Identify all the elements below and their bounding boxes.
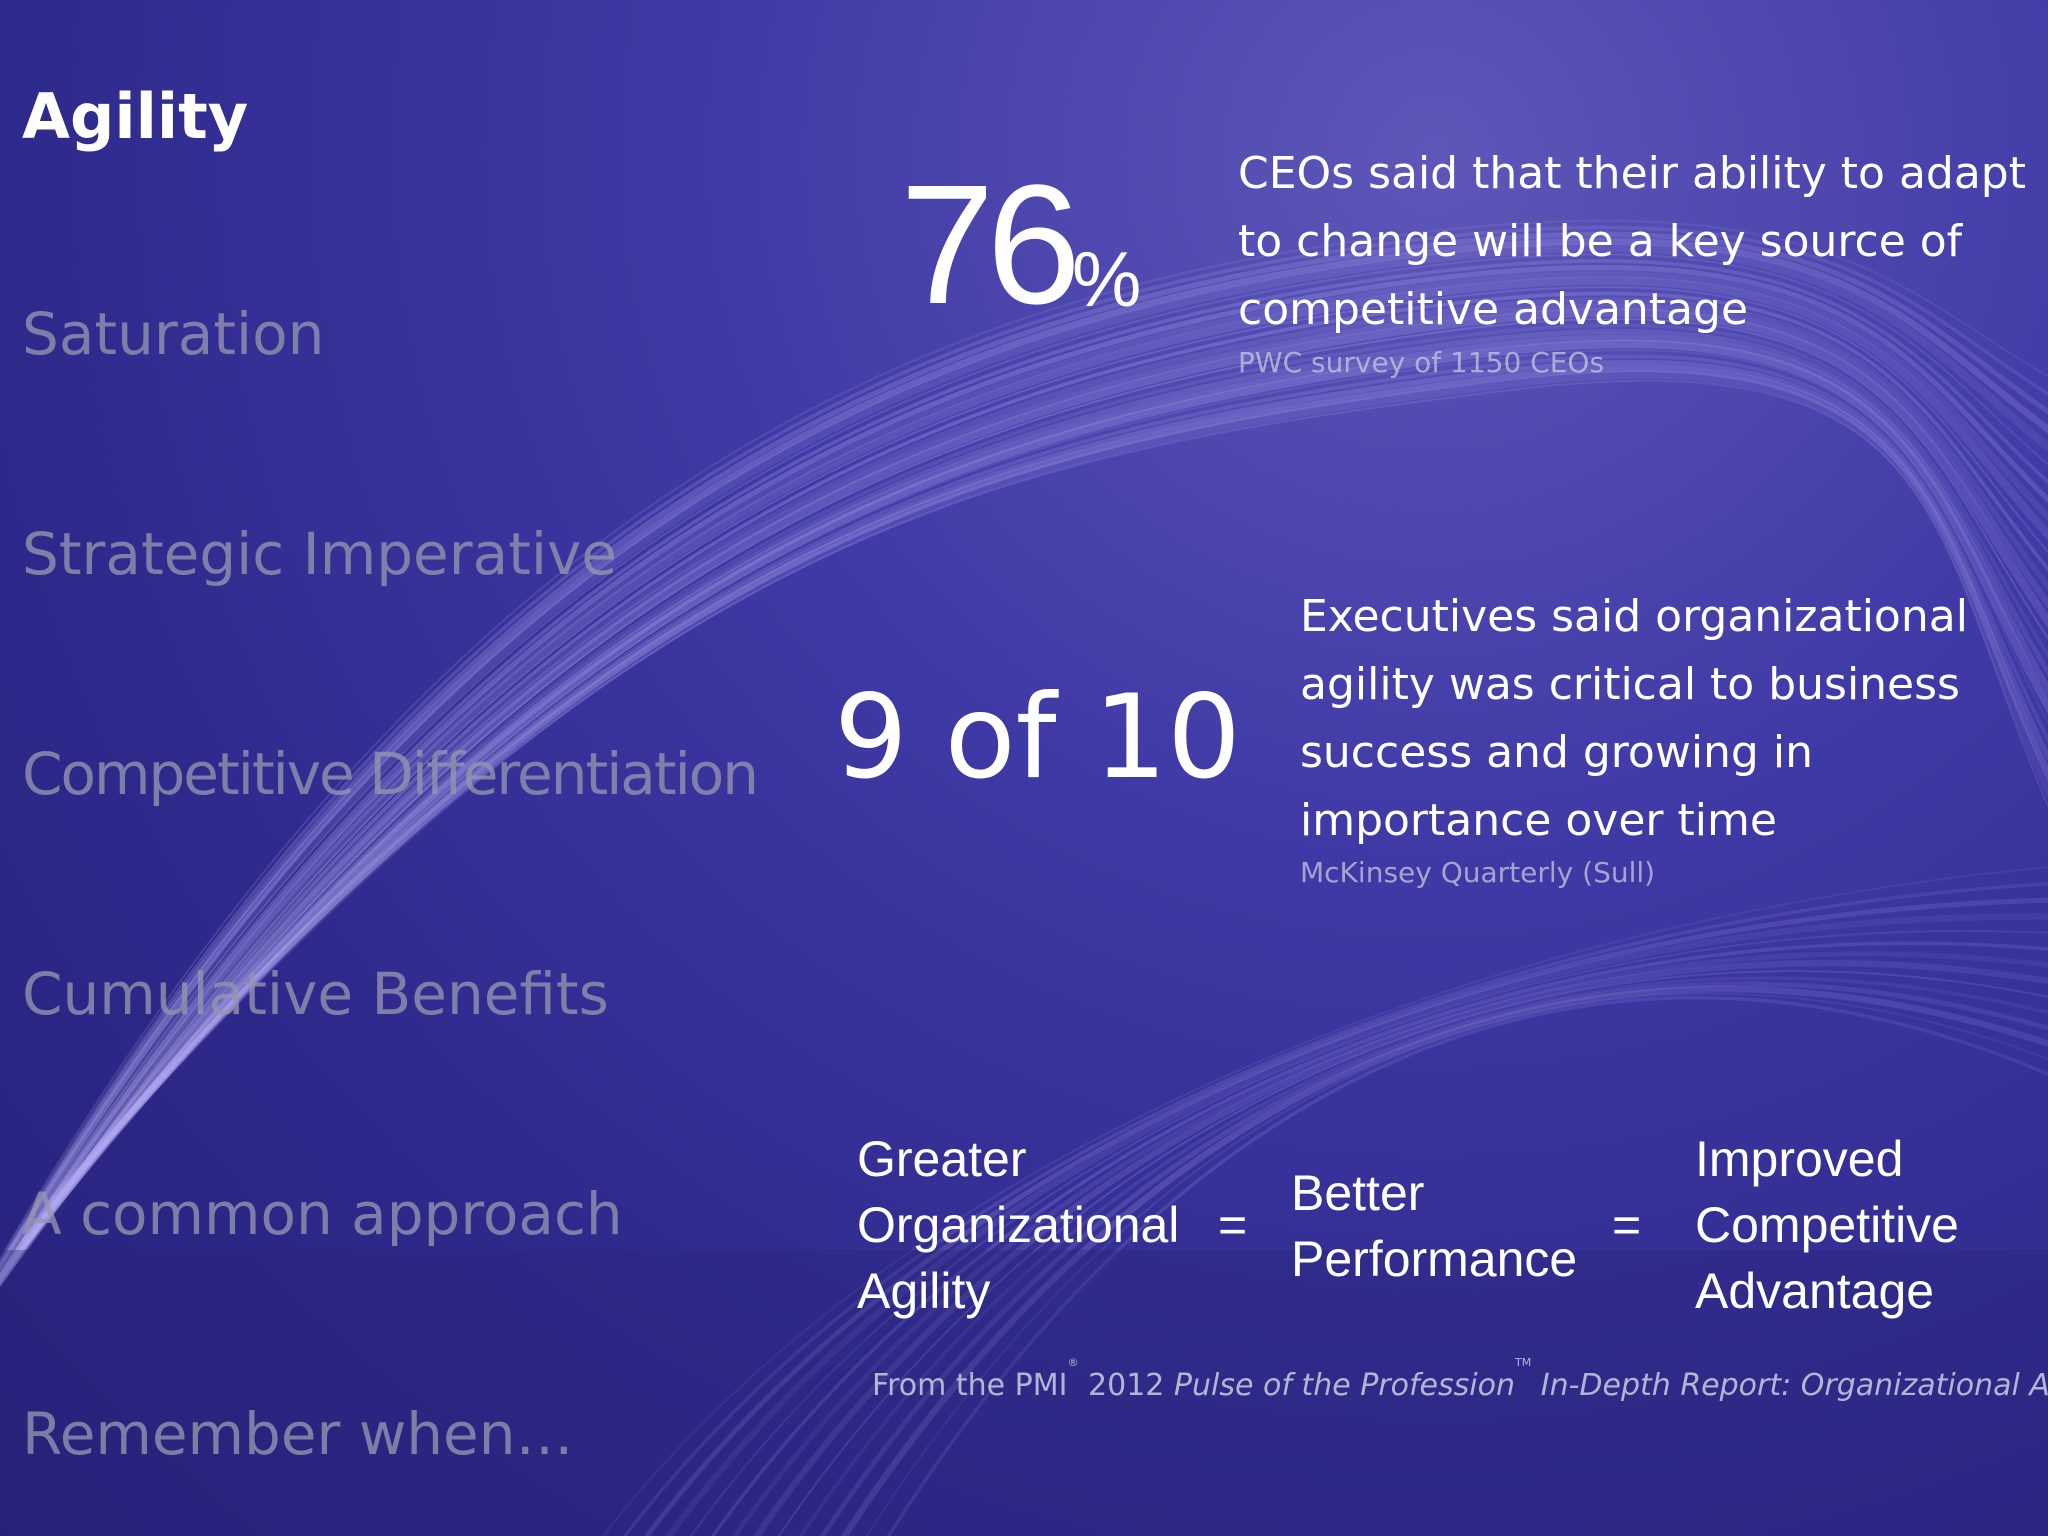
ceo-quote-source: PWC survey of 1150 CEOs [1238,346,1605,379]
light-trail [865,992,2048,1536]
light-trail [50,370,2048,1203]
equation-term-better-performance: Better Performance [1291,1160,1577,1292]
light-trail [777,970,2048,1536]
equation-line: Improved [1695,1131,1904,1187]
nav-item-saturation[interactable]: Saturation [22,300,325,368]
nav-item-agility[interactable]: Agility [22,80,249,153]
nav-item-common-approach[interactable]: A common approach [22,1180,623,1248]
light-trail [0,291,2048,1285]
footer-year: 2012 [1088,1368,1165,1403]
light-trail [22,339,2048,1245]
equation-line: Greater [857,1131,1027,1187]
light-trail [664,913,2048,1536]
light-trail [601,866,2048,1536]
nav-item-cumulative-benefits[interactable]: Cumulative Benefits [22,960,609,1028]
light-trail [710,941,2048,1536]
equation-line: Competitive [1695,1197,1959,1253]
equation-line: Agility [857,1263,991,1319]
nav-item-remember-when[interactable]: Remember when… [22,1400,574,1468]
light-trail [0,297,2048,1286]
light-trail [0,225,2048,1267]
light-trail [7,323,2048,1268]
footer-report-subtitle: In-Depth Report: Organizational Agility [1540,1368,2048,1403]
light-trail [622,882,2048,1536]
light-trail [0,276,2048,1288]
footer-report-title: Pulse of the Profession [1173,1368,1515,1403]
equation-line: Performance [1291,1231,1578,1287]
light-trail [0,285,2048,1283]
light-trail [0,308,2048,1287]
light-trail [3,317,2048,1275]
equation-line: Better [1291,1165,1425,1221]
stat-76-number: 76 [900,150,1081,340]
light-trail [0,264,2048,1283]
light-trail [840,985,2048,1536]
executives-quote-source: McKinsey Quarterly (Sull) [1300,856,1656,889]
light-trail [819,981,2048,1536]
equation-term-greater-agility: Greater Organizational Agility [857,1126,1179,1324]
light-trail [0,253,2048,1277]
light-trail [798,976,2048,1536]
executives-quote: Executives said organizational agility w… [1300,591,1968,846]
light-trail [689,929,2048,1536]
nav-item-competitive-differentiation[interactable]: Competitive Differentiation [22,740,759,808]
light-trail [0,237,2048,1276]
footer-prefix: From the PMI [872,1368,1068,1403]
light-trail [0,219,2048,1261]
equals-sign: = [1218,1197,1248,1253]
light-trail [31,349,2048,1233]
equals-sign: = [1612,1197,1642,1253]
registered-mark: ® [1067,1356,1079,1369]
light-trail [643,897,2048,1536]
light-trail [0,259,2048,1280]
equation-line: Advantage [1695,1263,1935,1319]
equation-line: Organizational [857,1197,1180,1253]
light-trail [886,995,2048,1536]
stat-76-percent-sign: % [1072,235,1142,323]
equation-term-improved-advantage: Improved Competitive Advantage [1695,1126,1959,1324]
light-trail [59,379,2048,1191]
light-trail [0,243,2048,1280]
light-trail [35,354,2048,1226]
ceo-quote: CEOs said that their ability to adapt to… [1238,148,2026,335]
light-trail [0,231,2048,1272]
nav-item-strategic-imperative[interactable]: Strategic Imperative [22,520,617,588]
trademark-mark: TM [1514,1356,1532,1369]
stat-9-of-10: 9 of 10 [834,670,1241,805]
source-footer: From the PMI® 2012 Pulse of the Professi… [872,1356,2048,1403]
light-trail [731,951,2048,1536]
light-trail [752,959,2048,1536]
